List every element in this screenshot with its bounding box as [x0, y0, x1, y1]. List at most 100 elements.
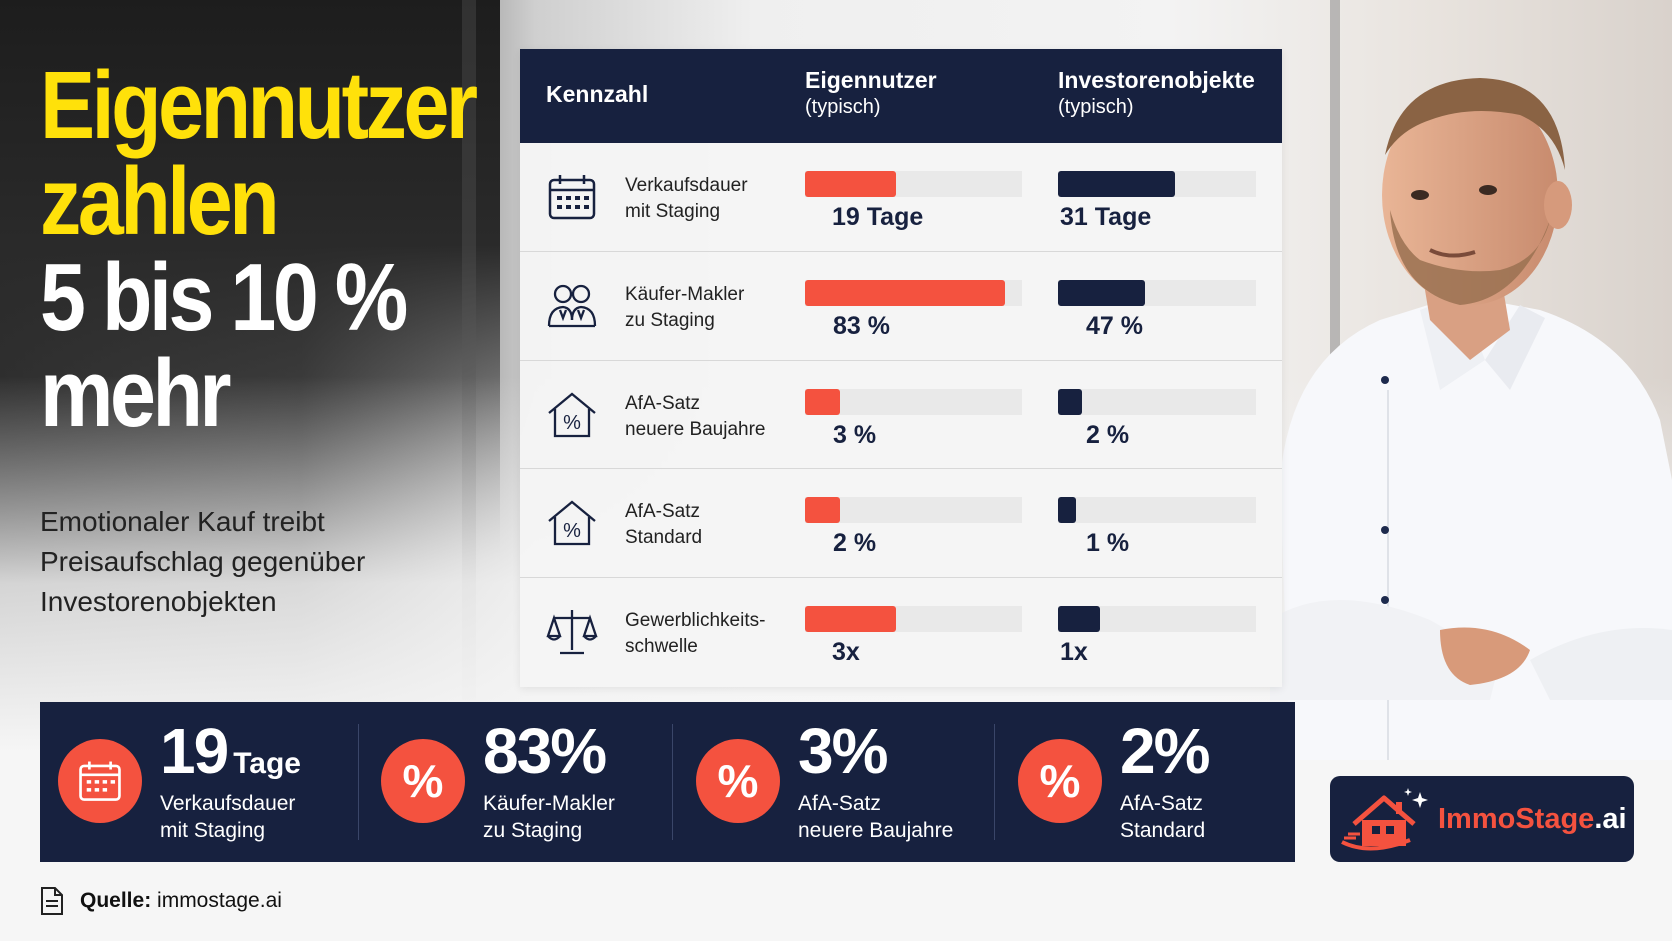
- investoren-value: 1 %: [1086, 529, 1130, 558]
- stat-value: 3%: [798, 715, 888, 787]
- scales-icon: [546, 610, 598, 655]
- eigennutzer-bar: [805, 388, 840, 415]
- investoren-bar: [1058, 497, 1076, 524]
- percent-icon: %: [696, 739, 780, 823]
- eigennutzer-value: 19 Tage: [832, 203, 924, 231]
- stat-description: Käufer-Makler zu Staging: [483, 790, 673, 844]
- stat-desc-line-2: mit Staging: [160, 819, 266, 842]
- investoren-bar: [1058, 279, 1146, 306]
- stat-description: Verkaufsdauer mit Staging: [160, 790, 350, 844]
- headline-line-4: mehr: [40, 340, 232, 447]
- row-label-line-2: Standard: [625, 527, 703, 549]
- row-label-line-1: AfA-Satz: [625, 501, 700, 523]
- header-investoren-title: Investorenobjekte: [1058, 67, 1255, 93]
- eigennutzer-value: 2 %: [833, 529, 877, 558]
- stat-icon-circle: [58, 739, 142, 823]
- stat-card: % 83% Käufer-Makler zu Staging: [363, 702, 673, 862]
- stat-card: 19 Tage Verkaufsdauer mit Staging: [40, 702, 350, 862]
- row-label: AfA-Satz Standard: [625, 499, 785, 551]
- eigennutzer-value: 3 %: [833, 420, 877, 449]
- house-logo-icon: [1341, 788, 1428, 851]
- calendar-icon: [548, 175, 596, 220]
- row-label-line-2: neuere Baujahre: [625, 418, 766, 440]
- comparison-table: Kennzahl Eigennutzer (typisch) Investore…: [520, 49, 1282, 687]
- stat-desc-line-1: Verkaufsdauer: [160, 792, 296, 815]
- table-row: % AfA-Satz neuere Baujahre 3 % 2 %: [520, 361, 1282, 470]
- row-label-line-2: mit Staging: [625, 201, 721, 222]
- document-icon: [41, 887, 63, 915]
- row-label-line-2: zu Staging: [625, 309, 715, 331]
- subtext: Emotionaler Kauf treibt Preisaufschlag g…: [40, 506, 366, 617]
- investoren-value: 2 %: [1086, 420, 1130, 449]
- headline-line-3: 5 bis 10 %: [40, 244, 408, 351]
- row-label-line-1: Gewerblichkeits-: [625, 610, 766, 632]
- stat-desc-line-1: Käufer-Makler: [483, 792, 615, 815]
- eigennutzer-bar-track: [805, 497, 1022, 524]
- people-icon: [547, 284, 597, 327]
- source-text: Quelle: immostage.ai: [80, 889, 282, 913]
- eigennutzer-bar-track: [805, 171, 1022, 197]
- header-kennzahl: Kennzahl: [546, 81, 649, 107]
- headline-line-1: Eigennutzer: [40, 52, 478, 159]
- stat-card: % 3% AfA-Satz neuere Baujahre: [678, 702, 988, 862]
- percent-icon: %: [1018, 739, 1102, 823]
- header-eigennutzer-sub: (typisch): [805, 96, 881, 118]
- headline-line-2: zahlen: [40, 148, 280, 255]
- house-percent-icon: %: [548, 500, 596, 546]
- investoren-bar: [1058, 388, 1082, 415]
- stat-desc-line-1: AfA-Satz: [798, 792, 881, 815]
- table-row: Gewerblichkeits- schwelle 3x 1x: [520, 578, 1282, 687]
- stat-number: 19: [160, 715, 229, 787]
- row-label: Gewerblichkeits- schwelle: [625, 608, 785, 660]
- svg-text:%: %: [563, 520, 581, 542]
- header-investoren: Investorenobjekte (typisch): [1058, 67, 1255, 119]
- house-percent-icon: %: [548, 392, 596, 437]
- row-label-line-1: Verkaufsdauer: [625, 175, 748, 196]
- investoren-bar-track: [1058, 606, 1256, 633]
- immostage-logo[interactable]: ImmoStage.ai: [1330, 776, 1634, 862]
- investoren-value: 31 Tage: [1060, 203, 1152, 231]
- investoren-value: 47 %: [1086, 311, 1143, 340]
- source-label: Quelle:: [80, 889, 152, 912]
- row-label-line-1: AfA-Satz: [625, 392, 700, 414]
- stat-divider: [358, 724, 359, 840]
- stats-bar: 19 Tage Verkaufsdauer mit Staging % 83% K…: [40, 702, 1295, 862]
- eigennutzer-bar-track: [805, 606, 1022, 633]
- eigennutzer-value: 3x: [832, 638, 860, 667]
- stat-value: 2%: [1120, 715, 1210, 787]
- table-row: Käufer-Makler zu Staging 83 % 47 %: [520, 252, 1282, 361]
- eigennutzer-value: 83 %: [833, 311, 890, 340]
- stat-desc-line-1: AfA-Satz: [1120, 792, 1203, 815]
- stat-value: 83%: [483, 715, 607, 787]
- row-label-line-1: Käufer-Makler: [625, 283, 745, 305]
- investoren-bar-track: [1058, 171, 1256, 197]
- table-header: Kennzahl Eigennutzer (typisch) Investore…: [520, 49, 1282, 143]
- stat-description: AfA-Satz Standard: [1120, 790, 1310, 844]
- eigennutzer-bar: [805, 171, 897, 197]
- source-link[interactable]: immostage.ai: [157, 889, 282, 912]
- svg-text:%: %: [563, 412, 581, 434]
- eigennutzer-bar: [805, 279, 1005, 306]
- stat-divider: [994, 724, 995, 840]
- investoren-bar: [1058, 171, 1175, 197]
- header-eigennutzer-title: Eigennutzer: [805, 67, 937, 93]
- logo-text: ImmoStage.ai: [1438, 803, 1627, 836]
- logo-name: ImmoStage: [1438, 803, 1595, 835]
- eigennutzer-bar-track: [805, 279, 1022, 306]
- person-photo: [1270, 78, 1672, 760]
- eigennutzer-bar: [805, 497, 840, 524]
- investoren-bar-track: [1058, 279, 1256, 306]
- eigennutzer-bar-track: [805, 388, 1022, 415]
- investoren-bar: [1058, 606, 1100, 633]
- row-label: AfA-Satz neuere Baujahre: [625, 391, 785, 443]
- stat-desc-line-2: Standard: [1120, 819, 1206, 842]
- row-label: Verkaufsdauer mit Staging: [625, 173, 785, 225]
- logo-suffix: .ai: [1594, 803, 1627, 835]
- calendar-icon: [79, 761, 121, 801]
- row-label-line-2: schwelle: [625, 636, 698, 658]
- investoren-value: 1x: [1060, 638, 1088, 667]
- investoren-bar-track: [1058, 388, 1256, 415]
- eigennutzer-bar: [805, 606, 897, 633]
- stat-description: AfA-Satz neuere Baujahre: [798, 790, 988, 844]
- stat-divider: [672, 724, 673, 840]
